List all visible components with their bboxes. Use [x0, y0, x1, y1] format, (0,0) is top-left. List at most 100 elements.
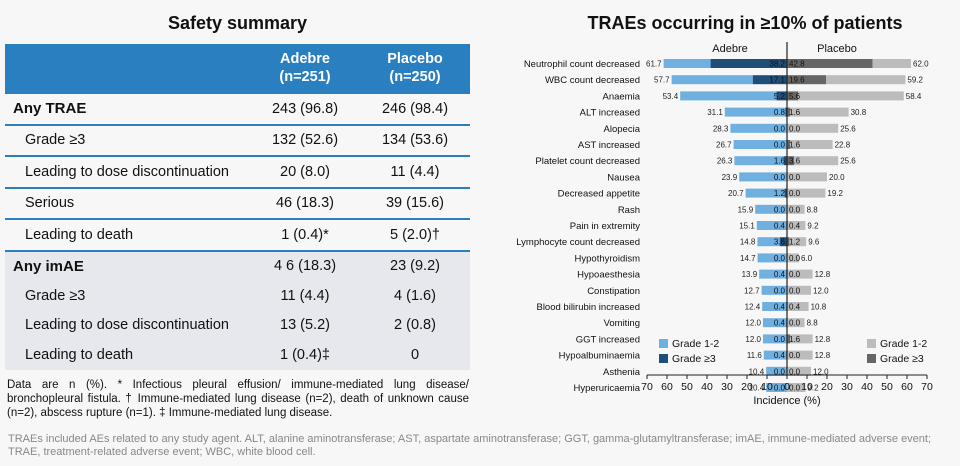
label-placebo-total: 12.8 — [815, 351, 831, 360]
adebre-side-label: Adebre — [712, 43, 747, 55]
label-adebre-grade3: 0.0 — [774, 335, 786, 344]
category-label: Hypoalbuminaemia — [559, 351, 641, 362]
row-placebo-value: 0 — [360, 340, 470, 370]
bar-adebre-grade12 — [734, 156, 784, 166]
bar-placebo-grade12 — [787, 204, 805, 214]
bar-adebre-grade12 — [757, 253, 787, 263]
x-tick-label: 50 — [681, 381, 693, 393]
bar-adebre-grade12 — [730, 123, 787, 133]
x-tick-label: 60 — [901, 381, 913, 393]
label-placebo-total: 10.8 — [811, 303, 827, 312]
header-adebre-name: Adebre — [280, 51, 330, 67]
bar-adebre-grade12 — [763, 350, 787, 360]
category-label: Platelet count decreased — [535, 156, 640, 167]
label-placebo-grade3: 0.0 — [789, 270, 801, 279]
table-row: Leading to death 1 (0.4)* 5 (2.0)† — [5, 218, 470, 251]
label-placebo-grade3: 0.0 — [789, 319, 801, 328]
x-tick-label: 20 — [821, 381, 833, 393]
bar-placebo-grade12 — [794, 156, 839, 166]
label-adebre-grade3: 0.0 — [774, 141, 786, 150]
legend-placebo-grade3-label: Grade ≥3 — [880, 353, 924, 365]
table-row: Any imAE 4 6 (18.3) 23 (9.2) — [5, 249, 470, 281]
label-placebo-grade3: 0.0 — [789, 254, 801, 263]
row-placebo-value: 5 (2.0)† — [360, 218, 470, 251]
bar-adebre-grade12 — [680, 91, 777, 101]
row-label: Any imAE — [5, 249, 250, 281]
label-adebre-grade3: 0.0 — [774, 124, 786, 133]
table-row: Leading to death 1 (0.4)‡ 0 — [5, 340, 470, 370]
bar-adebre-grade12 — [724, 107, 786, 117]
header-blank — [5, 44, 250, 93]
label-placebo-total: 8.8 — [807, 319, 819, 328]
bar-adebre-grade12 — [766, 383, 787, 392]
label-placebo-total: 8.8 — [807, 205, 819, 214]
label-placebo-grade3: 0.4 — [789, 303, 801, 312]
row-adebre-value: 1 (0.4)* — [250, 218, 360, 251]
bar-placebo-grade3 — [787, 75, 827, 85]
bar-adebre-grade12 — [757, 237, 780, 247]
category-label: Hyperuricaemia — [573, 383, 640, 394]
row-placebo-value: 134 (53.6) — [360, 123, 470, 156]
label-adebre-total: 12.0 — [745, 319, 761, 328]
bar-placebo-grade12 — [826, 75, 906, 85]
label-placebo-total: 25.6 — [840, 157, 856, 166]
row-adebre-value: 132 (52.6) — [250, 123, 360, 156]
label-placebo-grade3: 1.2 — [789, 238, 801, 247]
label-adebre-total: 12.7 — [744, 286, 760, 295]
row-adebre-value: 11 (4.4) — [250, 281, 360, 311]
bar-placebo-grade12 — [789, 237, 807, 247]
bar-adebre-grade3 — [783, 156, 787, 166]
label-adebre-total: 14.7 — [740, 254, 756, 263]
label-adebre-total: 15.1 — [739, 222, 755, 231]
label-placebo-total: 22.8 — [835, 141, 851, 150]
category-label: Anaemia — [603, 91, 641, 102]
label-adebre-grade3: 0.0 — [774, 173, 786, 182]
header-placebo: Placebo (n=250) — [360, 44, 470, 93]
label-placebo-total: 30.8 — [851, 108, 867, 117]
label-adebre-grade3: 0.0 — [774, 384, 786, 393]
bar-adebre-grade3 — [779, 237, 787, 247]
category-label: Constipation — [587, 286, 640, 297]
category-label: Nausea — [607, 172, 640, 183]
row-placebo-value: 23 (9.2) — [360, 249, 470, 281]
bar-placebo-grade3 — [787, 91, 799, 101]
bar-adebre-grade12 — [759, 269, 787, 279]
bar-adebre-grade3 — [784, 188, 787, 198]
safety-summary-table: Adebre (n=251) Placebo (n=250) Any TRAE 2… — [5, 44, 470, 370]
x-tick-label: 50 — [881, 381, 893, 393]
bar-placebo-grade12 — [798, 91, 904, 101]
category-label: GGT increased — [576, 334, 640, 345]
bar-placebo-grade3 — [787, 140, 791, 149]
label-adebre-total: 12.0 — [745, 335, 761, 344]
x-tick-label: 40 — [701, 381, 713, 393]
bar-placebo-grade12 — [787, 221, 806, 230]
label-placebo-total: 12.8 — [815, 335, 831, 344]
category-label: Neutrophil count decreased — [524, 59, 640, 70]
label-adebre-grade3: 0.4 — [774, 222, 786, 231]
bar-adebre-grade12 — [763, 318, 787, 328]
label-placebo-grade3: 1.6 — [789, 108, 801, 117]
bar-adebre-grade12 — [733, 140, 787, 149]
legend-placebo-grade3-swatch — [867, 354, 876, 363]
label-adebre-grade3: 0.0 — [774, 367, 786, 376]
row-label: Grade ≥3 — [5, 123, 250, 156]
bar-placebo-grade12 — [787, 253, 799, 263]
table-row: Grade ≥3 11 (4.4) 4 (1.6) — [5, 281, 470, 311]
label-placebo-total: 25.6 — [840, 124, 856, 133]
label-adebre-grade3: 5.2 — [774, 92, 786, 101]
label-placebo-total: 19.2 — [827, 189, 843, 198]
header-adebre-n: (n=251) — [279, 69, 331, 85]
label-placebo-total: 12.8 — [815, 270, 831, 279]
x-tick-label: 20 — [741, 381, 753, 393]
legend-adebre-grade3-label: Grade ≥3 — [672, 353, 716, 365]
category-label: WBC count decreased — [545, 75, 640, 86]
row-label: Grade ≥3 — [5, 281, 250, 311]
category-label: Hypoaesthesia — [577, 270, 641, 281]
row-adebre-value: 13 (5.2) — [250, 310, 360, 340]
label-placebo-total: 58.4 — [906, 92, 922, 101]
table-row: Leading to dose discontinuation 13 (5.2) 2… — [5, 310, 470, 340]
bar-placebo-grade12 — [787, 350, 813, 360]
label-placebo-total: 9.2 — [807, 384, 819, 393]
row-placebo-value: 39 (15.6) — [360, 186, 470, 219]
bar-adebre-grade12 — [761, 285, 787, 295]
